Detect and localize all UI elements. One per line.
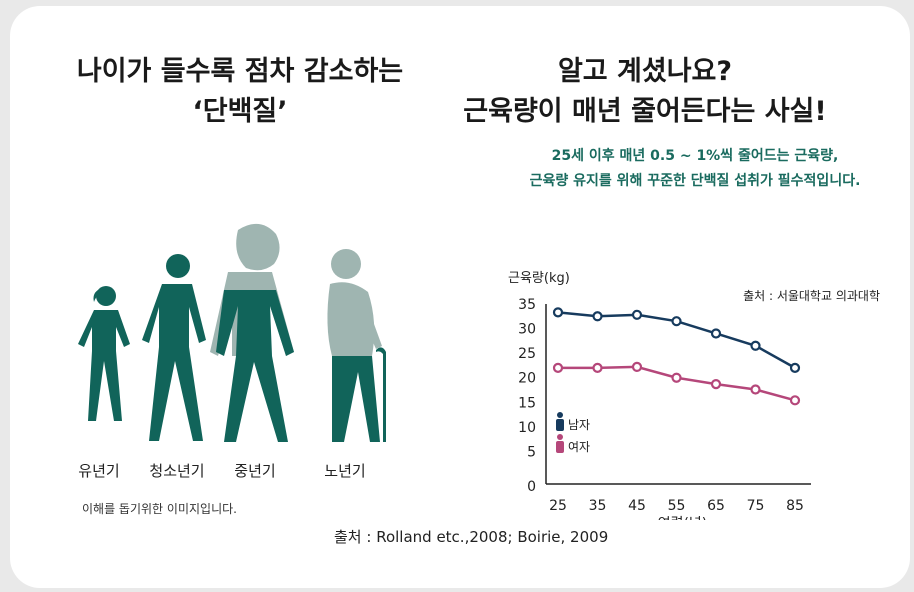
right-title: 알고 계셨나요? 근육량이 매년 줄어든다는 사실!: [440, 52, 850, 132]
x-tick-label: 85: [786, 498, 804, 514]
male-person-icon: [556, 419, 564, 431]
y-tick-label: 25: [518, 346, 536, 362]
data-point: [631, 361, 643, 373]
child-silhouette: [78, 286, 130, 421]
illustration-note: 이해를 돕기위한 이미지입니다.: [82, 502, 237, 516]
x-axis-label: 연령(년): [658, 516, 708, 520]
data-point: [750, 384, 761, 395]
stage-label-old-age: 노년기: [324, 462, 366, 480]
left-title-line2: ‘단백질’: [192, 96, 288, 127]
stage-label-adolescence: 청소년기: [149, 462, 205, 480]
legend-label: 여자: [568, 440, 590, 454]
right-subtitle-line1: 25세 이후 매년 0.5 ~ 1%씩 줄어드는 근육량,: [551, 148, 839, 164]
data-point: [671, 372, 682, 383]
x-tick-label: 35: [589, 498, 607, 514]
male-person-icon-head: [557, 412, 563, 418]
right-subtitle-line2: 근육량 유지를 위해 꾸준한 단백질 섭취가 필수적입니다.: [529, 173, 861, 189]
elder-silhouette: [327, 249, 386, 442]
y-axis-label: 근육량(kg): [508, 271, 570, 286]
right-title-line1: 알고 계셨나요?: [557, 56, 733, 87]
y-tick-label: 10: [518, 420, 536, 436]
data-point: [789, 362, 801, 373]
data-point: [552, 307, 564, 318]
x-tick-label: 65: [707, 498, 725, 514]
x-tick-label: 45: [628, 498, 646, 514]
footer-source: 출처 : Rolland etc.,2008; Boirie, 2009: [334, 528, 609, 546]
y-tick-label: 5: [527, 444, 536, 460]
left-title-line1: 나이가 들수록 점차 감소하는: [76, 56, 404, 87]
adult-silhouette: [210, 223, 294, 442]
chart-source-note: 출처 : 서울대학교 의과대학: [743, 289, 880, 303]
legend-label: 남자: [568, 418, 590, 432]
muscle-mass-line-chart: 근육량(kg) 출처 : 서울대학교 의과대학 0 5 10 15 20 25 30 35 25 35…: [508, 271, 880, 520]
y-tick-label: 35: [518, 297, 536, 313]
series-line-female: [558, 365, 796, 402]
teen-silhouette: [142, 254, 206, 441]
data-point: [592, 362, 603, 373]
data-point: [710, 328, 722, 339]
y-tick-label: 0: [527, 479, 536, 495]
x-tick-label: 75: [747, 498, 765, 514]
y-tick-label: 15: [518, 395, 536, 411]
right-subtitle: 25세 이후 매년 0.5 ~ 1%씩 줄어드는 근육량, 근육량 유지를 위해…: [480, 144, 910, 194]
data-point: [592, 311, 603, 322]
y-tick-label: 30: [518, 322, 536, 338]
female-person-icon-head: [557, 434, 563, 440]
data-point: [710, 379, 722, 390]
left-title: 나이가 들수록 점차 감소하는 ‘단백질’: [30, 52, 450, 132]
female-person-icon: [556, 441, 564, 453]
data-point: [631, 309, 643, 320]
data-point: [671, 316, 682, 327]
data-point: [789, 395, 801, 406]
data-point: [750, 340, 761, 351]
stage-label-middle-age: 중년기: [234, 462, 276, 480]
stage-label-childhood: 유년기: [78, 462, 120, 480]
aging-silhouettes-illustration: [78, 223, 386, 442]
data-point: [552, 362, 564, 373]
right-title-line2: 근육량이 매년 줄어든다는 사실!: [463, 96, 827, 127]
y-tick-label: 20: [518, 371, 536, 387]
x-tick-label: 55: [668, 498, 686, 514]
x-tick-label: 25: [549, 498, 567, 514]
